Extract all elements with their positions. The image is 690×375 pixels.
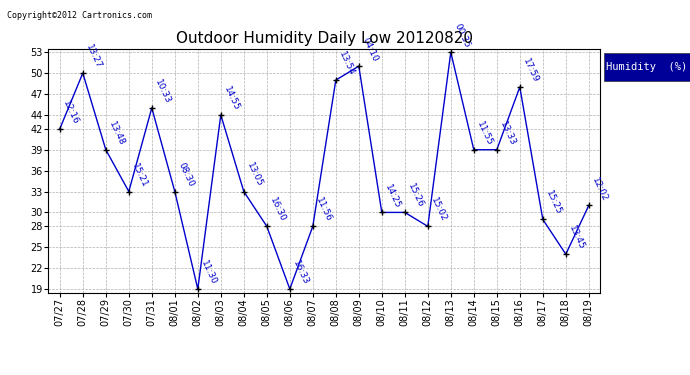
Text: 13:27: 13:27 xyxy=(84,43,103,70)
Text: 12:16: 12:16 xyxy=(61,99,80,126)
Text: 04:10: 04:10 xyxy=(360,36,380,63)
Text: 16:33: 16:33 xyxy=(291,259,310,286)
Text: 11:55: 11:55 xyxy=(475,120,494,147)
Text: 15:02: 15:02 xyxy=(429,196,448,223)
Text: 08:30: 08:30 xyxy=(176,162,195,189)
Text: 12:02: 12:02 xyxy=(590,176,609,202)
Text: 16:30: 16:30 xyxy=(268,196,287,223)
Text: 17:59: 17:59 xyxy=(521,57,540,84)
Text: 13:05: 13:05 xyxy=(245,162,264,189)
Text: 14:25: 14:25 xyxy=(383,183,402,210)
Text: 13:45: 13:45 xyxy=(567,224,586,251)
Text: 13:48: 13:48 xyxy=(107,120,126,147)
Text: 11:56: 11:56 xyxy=(314,196,333,223)
Text: 10:33: 10:33 xyxy=(153,78,172,105)
Text: 11:30: 11:30 xyxy=(199,259,218,286)
Text: 14:55: 14:55 xyxy=(222,85,242,112)
Text: 15:25: 15:25 xyxy=(544,189,563,217)
Text: 15:21: 15:21 xyxy=(130,162,149,189)
Text: Copyright©2012 Cartronics.com: Copyright©2012 Cartronics.com xyxy=(7,11,152,20)
Text: 13:54: 13:54 xyxy=(337,50,356,77)
Text: 15:26: 15:26 xyxy=(406,183,425,210)
Text: Humidity  (%): Humidity (%) xyxy=(607,62,687,72)
Title: Outdoor Humidity Daily Low 20120820: Outdoor Humidity Daily Low 20120820 xyxy=(176,31,473,46)
Text: 00:35: 00:35 xyxy=(452,22,471,50)
Text: 13:33: 13:33 xyxy=(498,120,518,147)
